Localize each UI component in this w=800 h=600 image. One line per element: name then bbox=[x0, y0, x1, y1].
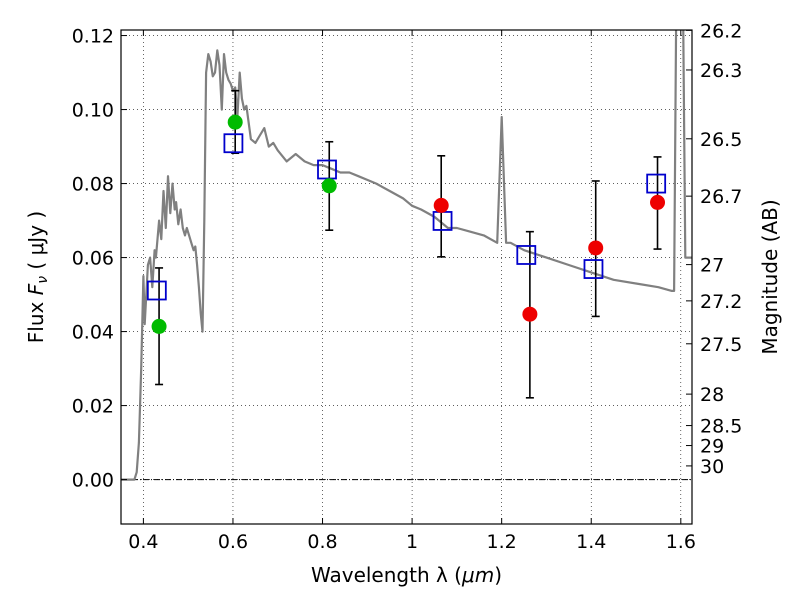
mag-tick-label-9: 29 bbox=[700, 436, 724, 458]
mag-tick-label-6: 27.5 bbox=[700, 334, 742, 356]
blue-square-marker-4 bbox=[516, 245, 537, 265]
mag-tick-label-4: 27 bbox=[700, 255, 724, 277]
blue-square-marker-5 bbox=[583, 259, 604, 279]
mag-tick-label-1: 26.3 bbox=[700, 60, 742, 82]
x-tick-label-3: 1 bbox=[406, 531, 418, 553]
x-tick-label-4: 1.2 bbox=[487, 531, 517, 553]
green-circle-marker-0 bbox=[151, 318, 167, 334]
mag-tick-label-0: 26.2 bbox=[700, 20, 742, 42]
red-circle-marker-2 bbox=[588, 240, 604, 256]
green-circle-marker-2 bbox=[321, 178, 337, 194]
y-tick-label-0: 0.00 bbox=[72, 470, 114, 492]
x-tick-label-2: 0.8 bbox=[307, 531, 337, 553]
blue-square-marker-2 bbox=[317, 159, 337, 180]
y-tick-label-3: 0.06 bbox=[72, 248, 114, 270]
magnitude-axis-label: Magnitude (AB) bbox=[758, 199, 782, 354]
y-tick-label-1: 0.02 bbox=[72, 396, 114, 418]
model-sed-line bbox=[121, 30, 692, 481]
y-axis-label: Flux Fν ( μJy ) bbox=[24, 211, 51, 343]
y-tick-label-4: 0.08 bbox=[72, 174, 114, 196]
plot-area bbox=[121, 30, 692, 481]
blue-square-marker-0 bbox=[146, 280, 167, 301]
y-tick-label-2: 0.04 bbox=[72, 322, 114, 344]
x-axis-label: Wavelength λ (μm) bbox=[311, 563, 502, 587]
red-circle-marker-0 bbox=[433, 197, 449, 213]
mag-tick-label-7: 28 bbox=[700, 384, 724, 406]
axis-ticks: 0.4 0.6 0.8 1 1.2 1.4 1.6 0.00 0.02 0.04 0.06 0.08 0… bbox=[72, 20, 743, 553]
mag-tick-label-8: 28.5 bbox=[700, 416, 742, 438]
blue-square-marker-1 bbox=[223, 133, 244, 154]
x-tick-label-1: 0.6 bbox=[218, 531, 248, 553]
red-circle-marker-3 bbox=[650, 194, 666, 210]
mag-tick-label-3: 26.7 bbox=[700, 186, 742, 208]
x-tick-label-5: 1.4 bbox=[576, 531, 606, 553]
y-tick-label-6: 0.12 bbox=[72, 26, 114, 48]
plot-frame bbox=[120, 29, 693, 525]
green-circle-marker-1 bbox=[227, 114, 243, 130]
mag-tick-label-10: 30 bbox=[700, 456, 724, 478]
mag-tick-label-2: 26.5 bbox=[700, 129, 742, 151]
x-tick-label-6: 1.6 bbox=[666, 531, 696, 553]
red-circle-marker-1 bbox=[522, 306, 538, 322]
y-tick-label-5: 0.10 bbox=[72, 100, 114, 122]
x-tick-label-0: 0.4 bbox=[128, 531, 158, 553]
mag-tick-label-5: 27.2 bbox=[700, 291, 742, 313]
blue-square-marker-6 bbox=[646, 173, 667, 194]
